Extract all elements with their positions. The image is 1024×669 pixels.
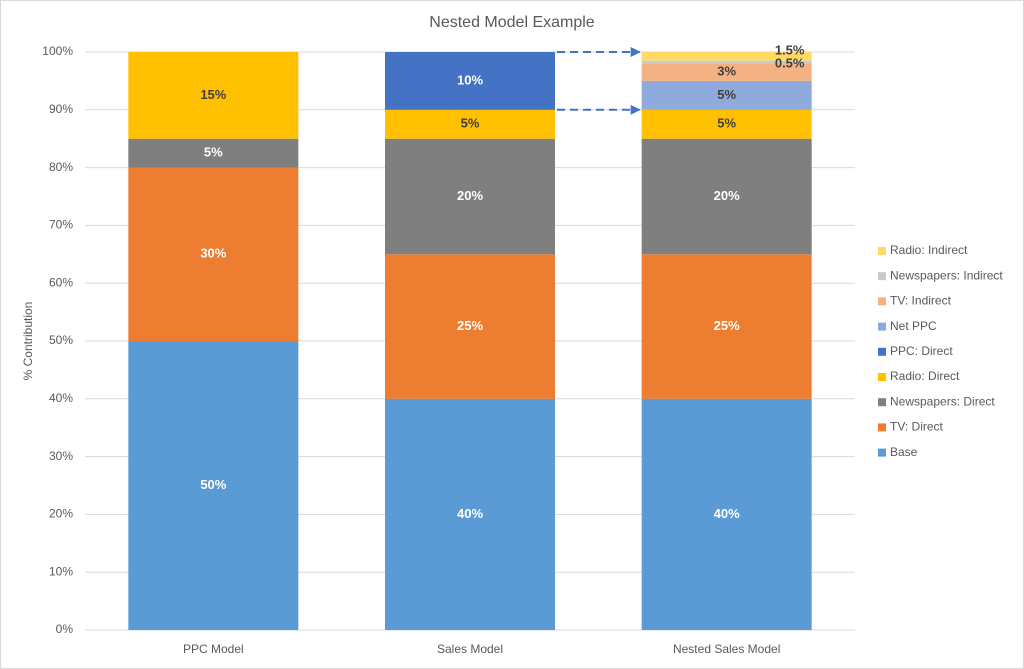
chart-title: Nested Model Example — [429, 14, 595, 31]
value-label: 25% — [714, 318, 740, 333]
value-label: 40% — [714, 506, 740, 521]
bar-segment — [641, 63, 812, 81]
bar-segment — [641, 60, 812, 64]
x-tick-label: Sales Model — [437, 642, 503, 656]
x-tick-label: Nested Sales Model — [673, 642, 780, 656]
value-label: 50% — [200, 477, 226, 492]
value-label: 20% — [457, 188, 483, 203]
value-label: 40% — [457, 506, 483, 521]
value-label: 5% — [717, 116, 736, 131]
bar-segment — [385, 109, 555, 139]
bar-segment — [641, 52, 812, 61]
y-tick-label: 100% — [42, 44, 73, 58]
bar-segment — [641, 254, 812, 399]
bar-segment — [128, 341, 299, 630]
y-tick-label: 20% — [49, 507, 73, 521]
legend-swatch — [878, 297, 886, 306]
x-tick-label: PPC Model — [183, 642, 244, 656]
legend-label: Newspapers: Direct — [890, 394, 995, 408]
y-tick-label: 30% — [49, 449, 73, 463]
legend-label: Newspapers: Indirect — [890, 268, 1003, 282]
bar-segment — [385, 52, 555, 110]
y-tick-label: 70% — [49, 218, 73, 232]
value-label: 5% — [204, 145, 223, 160]
value-label: 5% — [717, 87, 736, 102]
value-label: 10% — [457, 72, 483, 87]
bar-segment — [641, 398, 812, 630]
y-tick-label: 60% — [49, 275, 73, 289]
value-label: 3% — [717, 64, 736, 79]
bar-segment — [641, 109, 812, 139]
legend-label: Base — [890, 445, 918, 459]
legend-swatch — [878, 423, 886, 432]
bar-segment — [128, 167, 299, 341]
bar-segment — [385, 398, 555, 630]
value-label: 0.5% — [775, 55, 805, 70]
value-label: 30% — [200, 246, 226, 261]
y-tick-label: 10% — [49, 564, 73, 578]
legend-label: Radio: Direct — [890, 369, 960, 383]
bar-segment — [128, 52, 299, 139]
legend-swatch — [878, 347, 886, 356]
y-tick-label: 50% — [49, 333, 73, 347]
legend-swatch — [878, 247, 886, 255]
value-label: 25% — [457, 318, 483, 333]
y-tick-label: 40% — [49, 391, 73, 405]
legend-swatch — [878, 448, 886, 457]
y-tick-label: 0% — [56, 622, 74, 636]
legend-label: TV: Direct — [890, 420, 944, 434]
value-label: 1.5% — [775, 42, 805, 57]
legend-swatch — [878, 322, 886, 331]
legend-swatch — [878, 272, 886, 281]
value-label: 20% — [714, 188, 740, 203]
bar-segment — [641, 80, 812, 110]
legend-swatch — [878, 398, 886, 407]
bar-segment — [385, 254, 555, 399]
legend-label: TV: Indirect — [890, 294, 952, 308]
legend-label: Net PPC — [890, 319, 937, 333]
value-label: 5% — [461, 116, 480, 131]
legend-label: Radio: Indirect — [890, 243, 968, 257]
legend-label: PPC: Direct — [890, 344, 953, 358]
y-tick-label: 90% — [49, 102, 73, 116]
bar-segment — [641, 138, 812, 255]
value-label: 15% — [200, 87, 226, 102]
y-tick-label: 80% — [49, 160, 73, 174]
y-axis-label: % Contribution — [21, 302, 35, 381]
legend-swatch — [878, 373, 886, 381]
bar-segment — [128, 138, 299, 168]
bar-segment — [385, 138, 555, 255]
